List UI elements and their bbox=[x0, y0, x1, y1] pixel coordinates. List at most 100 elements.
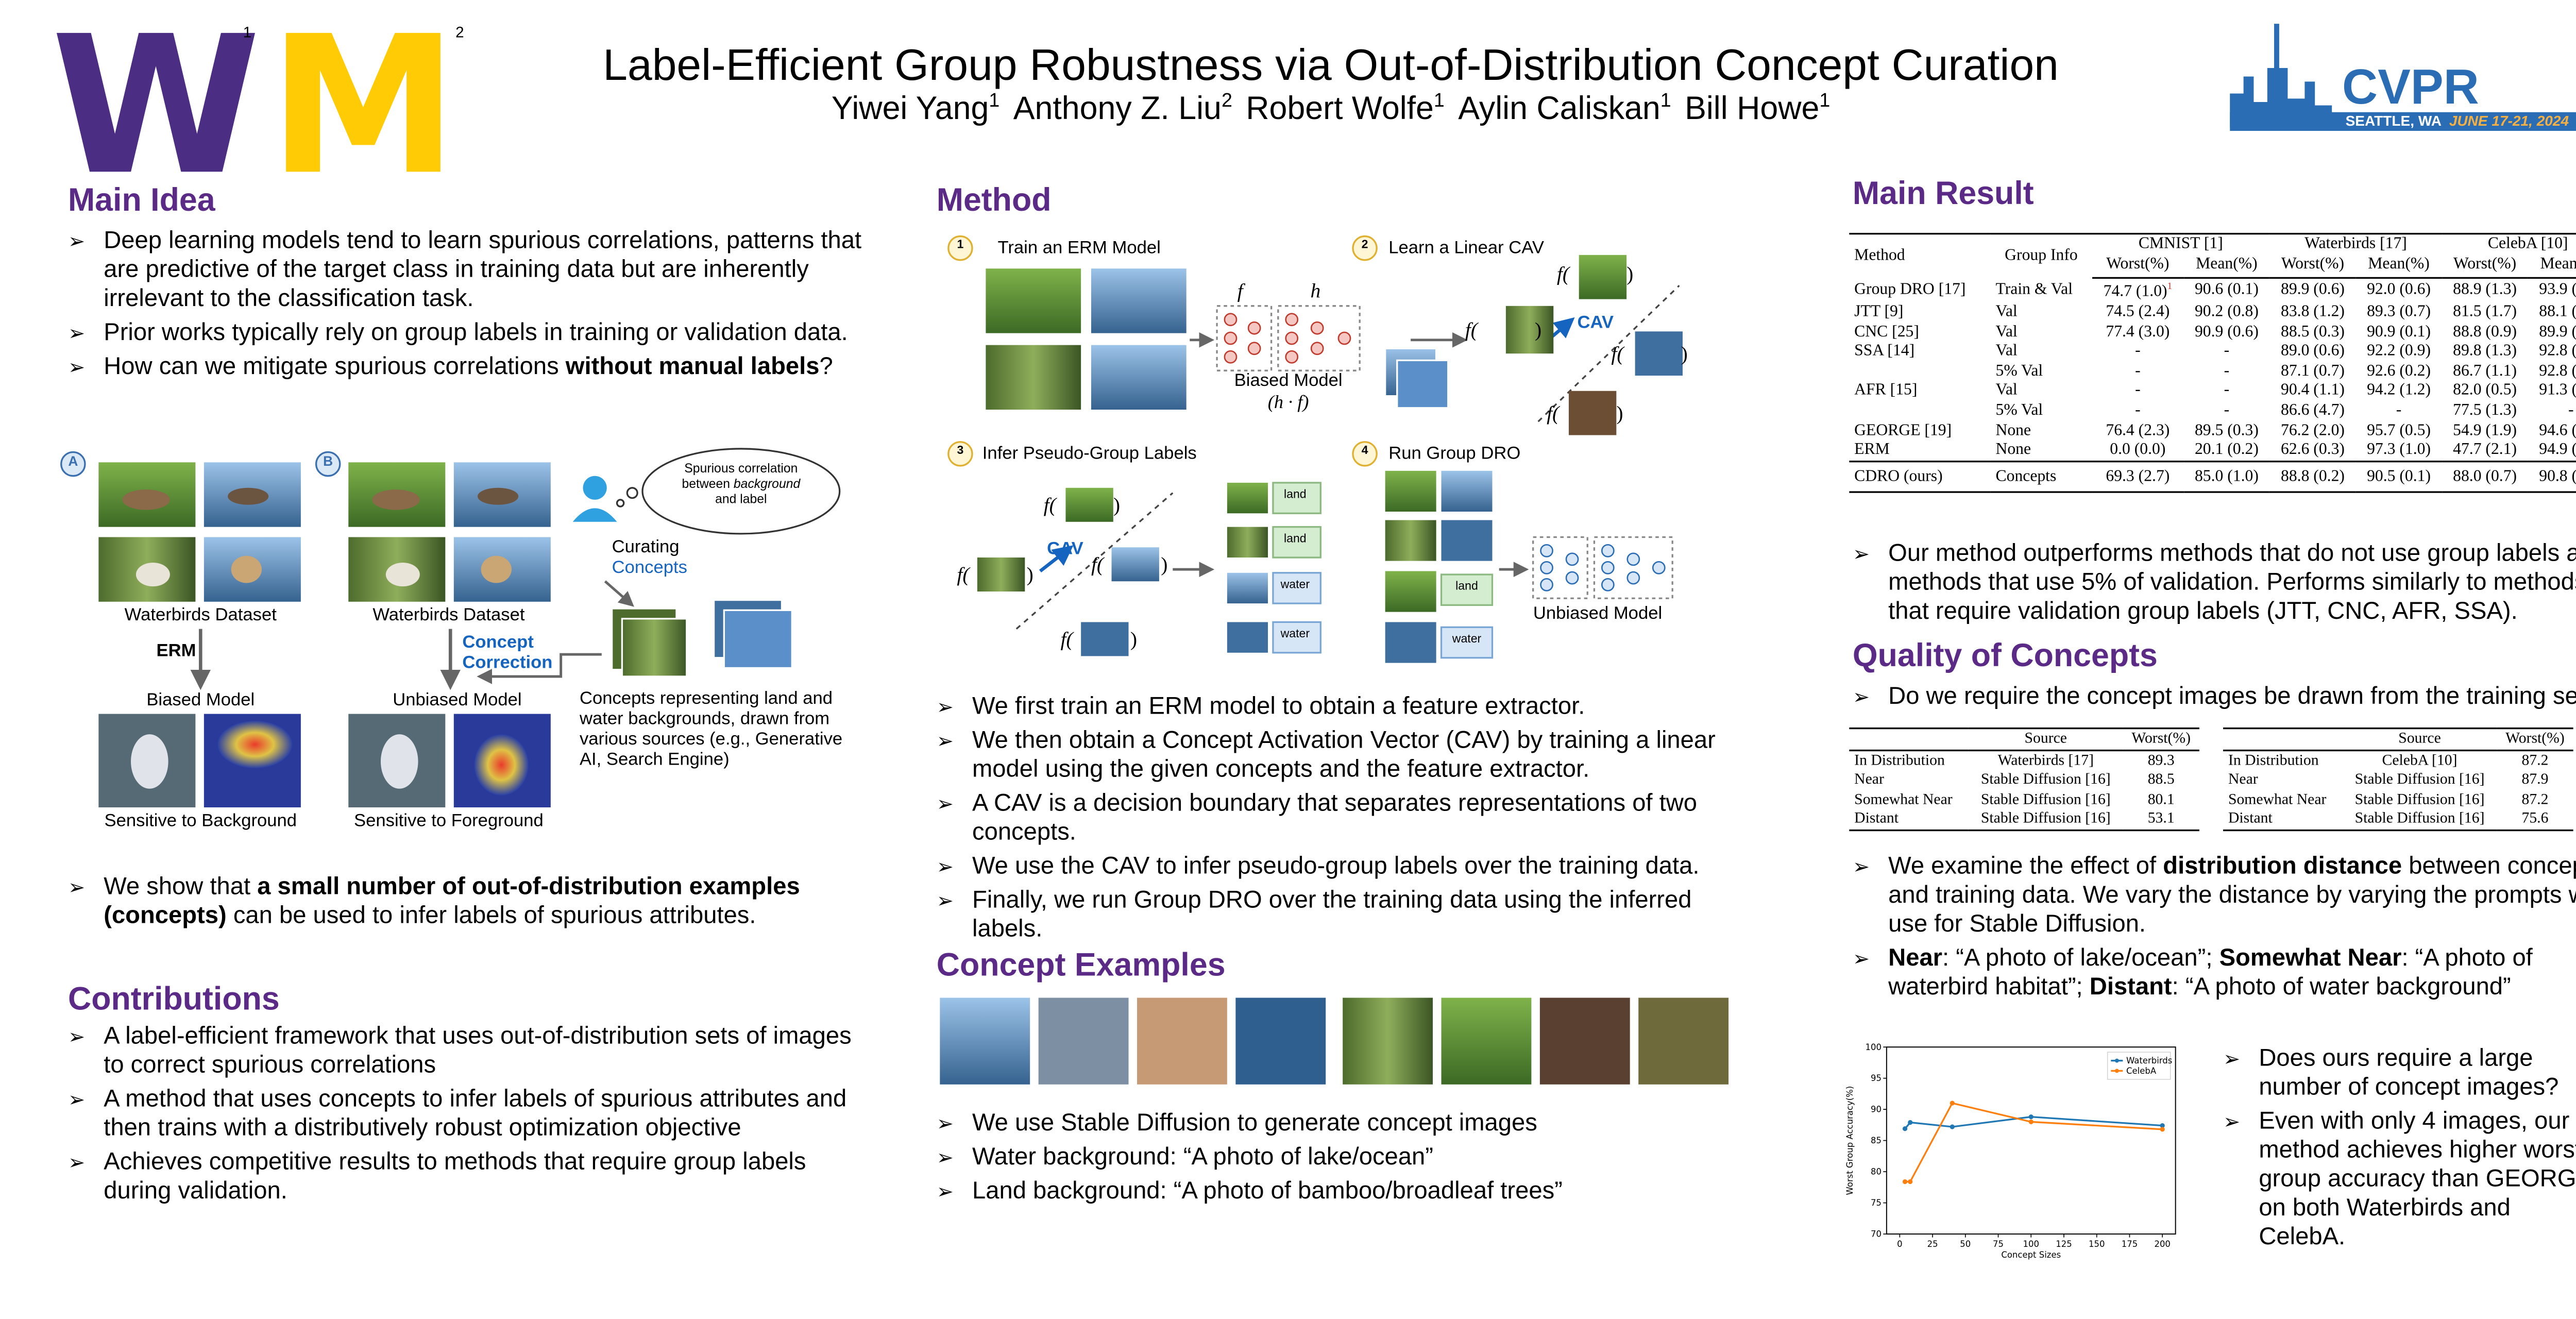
bullet-bold: without manual labels bbox=[565, 353, 820, 381]
bullet: A label-efficient framework that uses ou… bbox=[68, 1023, 867, 1081]
panel-label: A bbox=[68, 453, 78, 469]
feature-close: ) bbox=[1130, 627, 1138, 651]
label: Waterbirds Dataset bbox=[372, 605, 525, 626]
label: Unbiased Model bbox=[393, 690, 522, 711]
x-tick-label: 25 bbox=[1927, 1239, 1938, 1249]
bullet: A CAV is a decision boundary that separa… bbox=[937, 790, 1736, 848]
step-title: Train an ERM Model bbox=[997, 238, 1161, 259]
table-cell: GEORGE [19] bbox=[1854, 420, 1952, 439]
point bbox=[2160, 1127, 2165, 1132]
label: Waterbirds Dataset bbox=[124, 605, 277, 626]
table-cell: - bbox=[2224, 342, 2230, 361]
table-cell: 88.0 (0.7) bbox=[2442, 460, 2528, 494]
thought-text: between bbox=[682, 476, 731, 492]
y-tick-label: 95 bbox=[1871, 1073, 1882, 1083]
concept-images bbox=[940, 997, 1729, 1085]
title: Label-Efficient Group Robustness via Out… bbox=[603, 39, 2059, 90]
x-tick-label: 150 bbox=[2089, 1239, 2105, 1249]
bullet-text: We examine the effect of bbox=[1888, 853, 2163, 881]
table-cell: 93.9 (0.1) bbox=[2539, 281, 2576, 300]
label: Sensitive to Background bbox=[104, 810, 297, 832]
bullet-list: We examine the effect of distribution di… bbox=[1853, 853, 2576, 1008]
legend-label: CelebA bbox=[2126, 1066, 2157, 1076]
bullet: Do we require the concept images be draw… bbox=[1853, 683, 2576, 712]
point bbox=[1908, 1179, 1913, 1185]
table-cell: None bbox=[1995, 440, 2031, 460]
bullet: Near: “A photo of lake/ocean”; Somewhat … bbox=[1853, 945, 2576, 1003]
column-header: Worst(%) bbox=[2497, 728, 2573, 751]
table-cell: 77.4 (3.0) bbox=[2106, 322, 2170, 341]
x-axis-label: Concept Sizes bbox=[2001, 1250, 2061, 1260]
y-tick-label: 75 bbox=[1871, 1198, 1882, 1208]
bullet-bold: Somewhat Near bbox=[2219, 945, 2402, 973]
table-cell: 76.4 (2.3) bbox=[2106, 420, 2170, 439]
table-row: Near Stable Diffusion [16] 87.9 bbox=[2223, 770, 2573, 790]
label: land bbox=[1283, 533, 1307, 546]
method-figure bbox=[947, 235, 1683, 663]
bullet-list: We use Stable Diffusion to generate conc… bbox=[937, 1110, 1736, 1212]
bullet-text: Do we require the concept images be draw… bbox=[1888, 683, 2576, 711]
table-cell: 53.1 bbox=[2123, 809, 2199, 832]
point bbox=[1902, 1126, 1908, 1131]
cvpr-logo bbox=[2230, 24, 2576, 131]
bullet-list: We first train an ERM model to obtain a … bbox=[937, 694, 1736, 950]
table-cell: 76.2 (2.0) bbox=[2281, 420, 2345, 439]
table-cell: None bbox=[1995, 420, 2031, 439]
bullet: Does ours require a large number of conc… bbox=[2223, 1045, 2576, 1103]
table-cell: 87.2 bbox=[2521, 790, 2549, 807]
table-row: Somewhat Near Stable Diffusion [16] 87.2 bbox=[2223, 790, 2573, 809]
x-tick-label: 175 bbox=[2122, 1239, 2138, 1249]
step-title: Infer Pseudo-Group Labels bbox=[982, 444, 1197, 464]
bullet-text: Even with only 4 images, our method achi… bbox=[2259, 1108, 2576, 1252]
table-row: CNC [25] Val 77.4 (3.0) 90.9 (0.6) 88.5 (0.3… bbox=[1849, 322, 2576, 342]
table-cell: 90.5 (0.1) bbox=[2355, 460, 2442, 494]
legend-marker bbox=[2114, 1058, 2119, 1063]
point bbox=[1902, 1179, 1908, 1185]
point bbox=[2028, 1119, 2033, 1124]
label: Biased Model bbox=[1234, 370, 1343, 391]
table-cell: 90.9 (0.1) bbox=[2367, 322, 2431, 341]
table-row: In Distribution CelebA [10] 87.2 bbox=[2223, 750, 2573, 770]
bullet-text: between concepts and training data. We v… bbox=[1888, 853, 2576, 939]
table-row: CDRO (ours) Concepts 69.3 (2.7) 85.0 (1.0) 8… bbox=[1849, 460, 2576, 494]
table-cell: - bbox=[2135, 361, 2141, 381]
table-cell: 20.1 (0.2) bbox=[2194, 440, 2259, 460]
x-tick-label: 100 bbox=[2023, 1239, 2039, 1249]
bullet-text: How can we mitigate spurious correlation… bbox=[104, 353, 566, 381]
author-aff: 1 bbox=[1819, 92, 1831, 112]
y-axis-label: Worst Group Accuracy(%) bbox=[1845, 1086, 1855, 1195]
label: Unbiased Model bbox=[1533, 603, 1663, 624]
x-tick-label: 75 bbox=[1993, 1239, 2004, 1249]
feature-close: ) bbox=[1026, 562, 1033, 587]
table-cell: 0.0 (0.0) bbox=[2110, 440, 2166, 460]
table-cell: 86.6 (4.7) bbox=[2281, 401, 2345, 420]
table-cell: 82.0 (0.5) bbox=[2453, 381, 2517, 400]
table-cell: - bbox=[2224, 381, 2230, 400]
bullet-list: Does ours require a large number of conc… bbox=[2223, 1045, 2576, 1258]
feature-close: ) bbox=[1681, 342, 1688, 366]
heading: Method bbox=[936, 183, 1052, 219]
table-cell: 88.8 (0.9) bbox=[2453, 322, 2517, 341]
legend-box bbox=[2107, 1052, 2171, 1080]
step-num: 3 bbox=[957, 445, 964, 458]
y-tick-label: 85 bbox=[1871, 1136, 1882, 1145]
table-cell: 89.9 (0.5) bbox=[2539, 322, 2576, 341]
table-cell: 62.6 (0.3) bbox=[2281, 440, 2345, 460]
bullet: How can we mitigate spurious correlation… bbox=[68, 353, 867, 382]
bullet-bold: distribution distance bbox=[2163, 853, 2402, 881]
overview-figure bbox=[60, 448, 841, 808]
table-cell: 90.6 (0.1) bbox=[2194, 281, 2259, 300]
label: land bbox=[1455, 581, 1478, 594]
author: Aylin Caliskan1 bbox=[1458, 92, 1671, 128]
table-cell: Stable Diffusion [16] bbox=[2342, 809, 2497, 832]
table-cell: - bbox=[2396, 401, 2402, 420]
table-cell: Val bbox=[1995, 381, 2018, 400]
table-cell: 95.7 (0.5) bbox=[2367, 420, 2431, 439]
bullet-text: Does ours require a large number of conc… bbox=[2259, 1045, 2559, 1102]
bullet-text: Achieves competitive results to methods … bbox=[104, 1149, 806, 1205]
point bbox=[2160, 1123, 2165, 1128]
table-cell: 86.7 (1.1) bbox=[2453, 361, 2517, 381]
